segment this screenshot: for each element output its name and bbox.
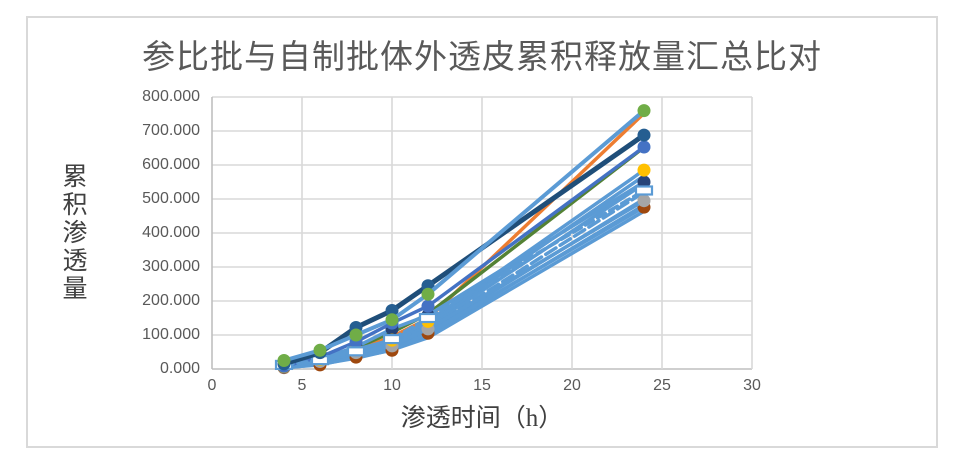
y-axis-tick: 200.000 [142, 292, 200, 309]
y-axis-title: 累积渗透量 [59, 163, 86, 303]
data-point-marker [385, 313, 399, 327]
data-point-marker [637, 128, 651, 142]
data-point-marker [637, 104, 651, 118]
y-axis-tick: 800.000 [142, 88, 200, 105]
x-axis-tick: 5 [297, 377, 307, 394]
data-point-marker [637, 194, 651, 208]
x-axis-tick: 0 [207, 377, 217, 394]
y-axis-tick: 600.000 [142, 156, 200, 173]
data-point-marker [634, 185, 654, 196]
data-point-marker [349, 328, 363, 342]
y-axis-tick: 100.000 [142, 326, 200, 343]
data-point-marker [313, 343, 327, 357]
y-axis-tick: 0.000 [159, 360, 200, 377]
x-axis-tick: 30 [743, 377, 761, 394]
x-axis-tick: 20 [563, 377, 581, 394]
y-axis-tick: 400.000 [142, 224, 200, 241]
series-line-steel-blue-marker-series [281, 132, 647, 367]
y-axis-tick: 500.000 [142, 190, 200, 207]
data-point-marker [382, 333, 402, 345]
x-axis-tick: 25 [653, 377, 671, 394]
y-axis-tick: 300.000 [142, 258, 200, 275]
data-point-marker [418, 312, 438, 324]
x-axis-tick: 15 [473, 377, 491, 394]
data-point-marker [637, 175, 651, 189]
x-axis-tick: 10 [383, 377, 401, 394]
data-point-marker [277, 354, 291, 367]
series-line-dark-green-line-series [282, 145, 646, 369]
series-line-royal-blue-marker-series [282, 145, 646, 369]
data-point-marker [346, 346, 366, 357]
data-point-marker [637, 140, 651, 154]
data-point-marker [421, 299, 435, 313]
chart-title: 参比批与自制批体外透皮累积释放量汇总比对 [142, 40, 822, 76]
y-axis-tick: 700.000 [142, 122, 200, 139]
data-point-marker [637, 163, 651, 177]
data-point-marker [385, 304, 399, 318]
x-axis-title: 渗透时间（h） [400, 405, 564, 432]
data-point-marker [421, 287, 435, 301]
